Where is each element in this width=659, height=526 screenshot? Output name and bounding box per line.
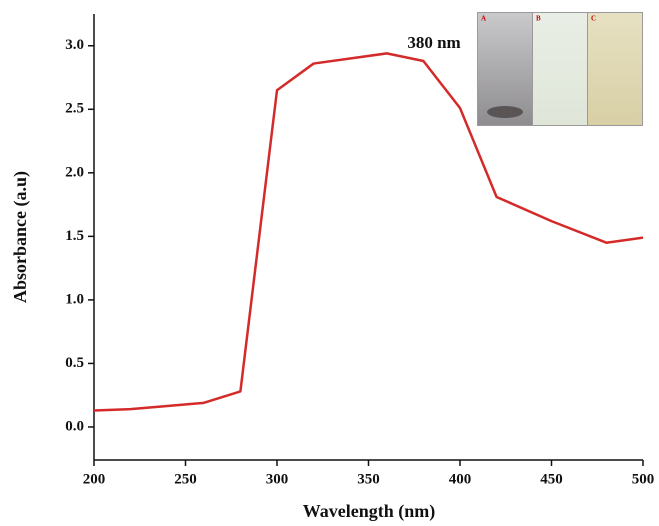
inset-label: A: [481, 15, 486, 23]
y-tick-label: 0.0: [65, 418, 84, 434]
y-tick-label: 1.5: [65, 228, 84, 244]
inset-label: C: [591, 15, 596, 23]
inset-photo: [477, 12, 643, 126]
y-tick-label: 1.0: [65, 291, 84, 307]
x-tick-label: 250: [174, 471, 197, 487]
y-tick-label: 2.5: [65, 101, 84, 117]
x-tick-label: 350: [357, 471, 380, 487]
data-line: [93, 52, 644, 412]
y-tick-label: 3.0: [65, 37, 84, 53]
y-tick-label: 2.0: [65, 164, 84, 180]
x-axis-title: Wavelength (nm): [303, 501, 436, 522]
inset-label: B: [536, 15, 541, 23]
annotation: 380 nm: [407, 33, 460, 52]
y-axis-title: Absorbance (a.u): [10, 171, 31, 303]
x-tick-label: 500: [632, 471, 655, 487]
x-tick-label: 400: [449, 471, 472, 487]
y-tick-label: 0.5: [65, 355, 84, 371]
x-tick-label: 200: [83, 471, 106, 487]
x-tick-label: 450: [540, 471, 563, 487]
x-tick-label: 300: [266, 471, 289, 487]
